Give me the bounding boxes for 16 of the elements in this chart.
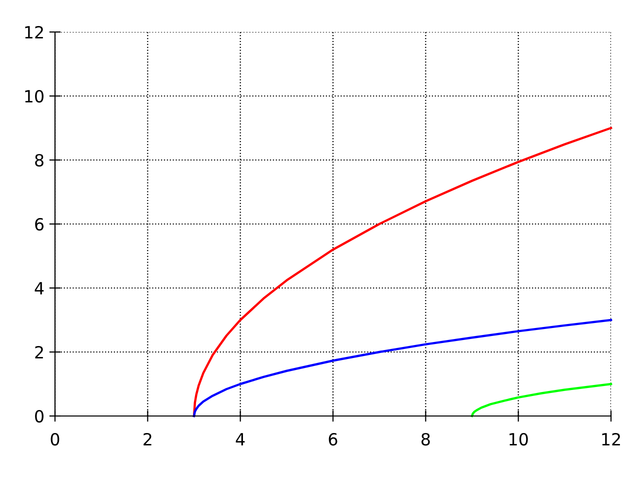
x-tick-label: 0: [50, 432, 60, 446]
x-tick-label: 10: [510, 432, 528, 446]
y-tick-label: 4: [34, 282, 44, 294]
line-series: [192, 318, 612, 418]
x-tick-label: 8: [421, 432, 430, 446]
x-tick-label: 4: [236, 433, 245, 446]
x-tick-label: 12: [602, 432, 620, 446]
y-tick-label: 2: [35, 346, 43, 358]
x-tick-label: 2: [144, 432, 152, 446]
x-tick-label: 6: [328, 432, 338, 446]
y-tick-label: 6: [35, 218, 44, 231]
y-tick-label: 0: [35, 410, 44, 423]
y-tick-label: 8: [35, 154, 44, 167]
line-series: [470, 382, 612, 418]
y-tick-label: 12: [25, 26, 43, 38]
y-tick-label: 10: [25, 90, 44, 103]
